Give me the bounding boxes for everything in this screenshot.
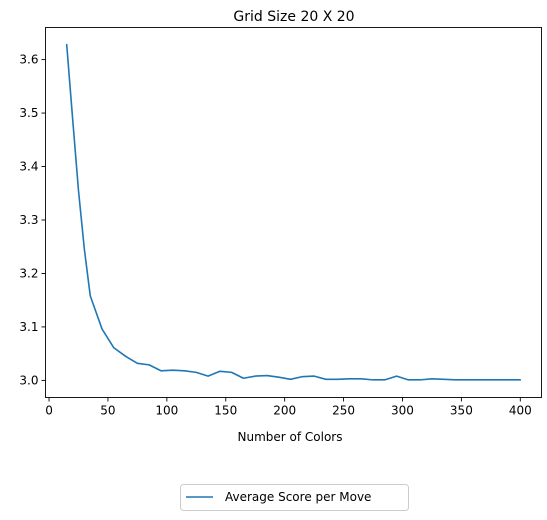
plot-frame (45, 27, 542, 398)
y-tick-label: 3.2 (19, 266, 38, 280)
chart-title: Grid Size 20 X 20 (233, 9, 354, 25)
x-axis-label: Number of Colors (238, 430, 343, 444)
axis-ticks: 0 50 100 150 200 250 300 350 400 3.0 3.1 3.2 3.3 3.4 3… (19, 53, 531, 418)
series-line-average-score-per-move (65, 43, 522, 381)
x-tick-label: 200 (273, 404, 296, 418)
x-tick-label: 300 (391, 404, 414, 418)
x-tick-label: 150 (214, 404, 237, 418)
y-tick-label: 3.5 (19, 106, 38, 120)
x-tick-label: 350 (450, 404, 473, 418)
legend-label-average-score-per-move: Average Score per Move (225, 490, 371, 504)
x-tick-label: 250 (332, 404, 355, 418)
y-tick-label: 3.6 (19, 53, 38, 67)
y-tick-label: 3.3 (19, 213, 38, 227)
y-tick-label: 3.1 (19, 320, 38, 334)
x-tick-label: 0 (45, 404, 53, 418)
y-tick-label: 3.4 (19, 160, 38, 174)
x-tick-label: 100 (155, 404, 178, 418)
x-tick-label: 50 (100, 404, 115, 418)
legend: Average Score per Move (180, 484, 409, 511)
x-tick-label: 400 (509, 404, 532, 418)
y-tick-label: 3.0 (19, 373, 38, 387)
legend-box (180, 484, 409, 511)
